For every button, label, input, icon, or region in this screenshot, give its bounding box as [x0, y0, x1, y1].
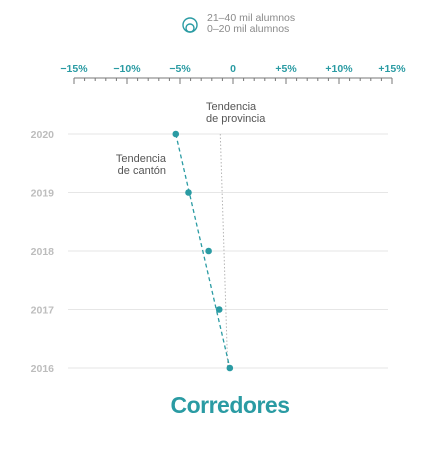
x-tick-label: −10% — [113, 63, 141, 75]
year-label-2020: 2020 — [31, 129, 55, 141]
x-tick-label: −5% — [169, 63, 191, 75]
canton-trend-annotation: Tendencia — [116, 153, 167, 165]
year-label-2017: 2017 — [31, 305, 55, 317]
province-trend-line — [219, 133, 229, 369]
chart-title: Corredores — [170, 392, 290, 418]
circle-size-legend-icon — [182, 17, 198, 33]
year-label-2018: 2018 — [31, 246, 55, 258]
canton-trend-line — [175, 133, 231, 369]
year-label-2016: 2016 — [31, 363, 55, 375]
trend-lines — [175, 133, 231, 369]
x-tick-label: −15% — [60, 63, 88, 75]
data-point-2019 — [185, 189, 192, 196]
x-tick-label: 0 — [230, 63, 236, 75]
year-label-2019: 2019 — [31, 188, 55, 200]
canton-trend-annotation: de cantón — [118, 165, 166, 177]
x-tick-label: +5% — [275, 63, 297, 75]
data-point-2020 — [172, 130, 180, 138]
legend-item-large: 21–40 mil alumnos — [207, 12, 296, 24]
province-trend-annotation: Tendencia — [206, 101, 257, 113]
data-point-2017 — [215, 306, 223, 313]
x-tick-label: +10% — [325, 63, 353, 75]
data-point-2016 — [226, 364, 234, 372]
chart: −15% −10% −5% 0 +5% +10% +15% 2020 2019 2018 2017… — [31, 63, 407, 375]
province-trend-annotation: de provincia — [206, 113, 266, 125]
data-points — [172, 130, 234, 372]
gridlines — [68, 133, 388, 369]
legend-item-small: 0–20 mil alumnos — [207, 22, 290, 35]
legend: 21–40 mil alumnos 0–20 mil alumnos — [182, 13, 382, 39]
x-tick-label: +15% — [378, 63, 406, 75]
data-point-2018 — [205, 247, 212, 255]
x-axis: −15% −10% −5% 0 +5% +10% +15% — [60, 63, 406, 84]
